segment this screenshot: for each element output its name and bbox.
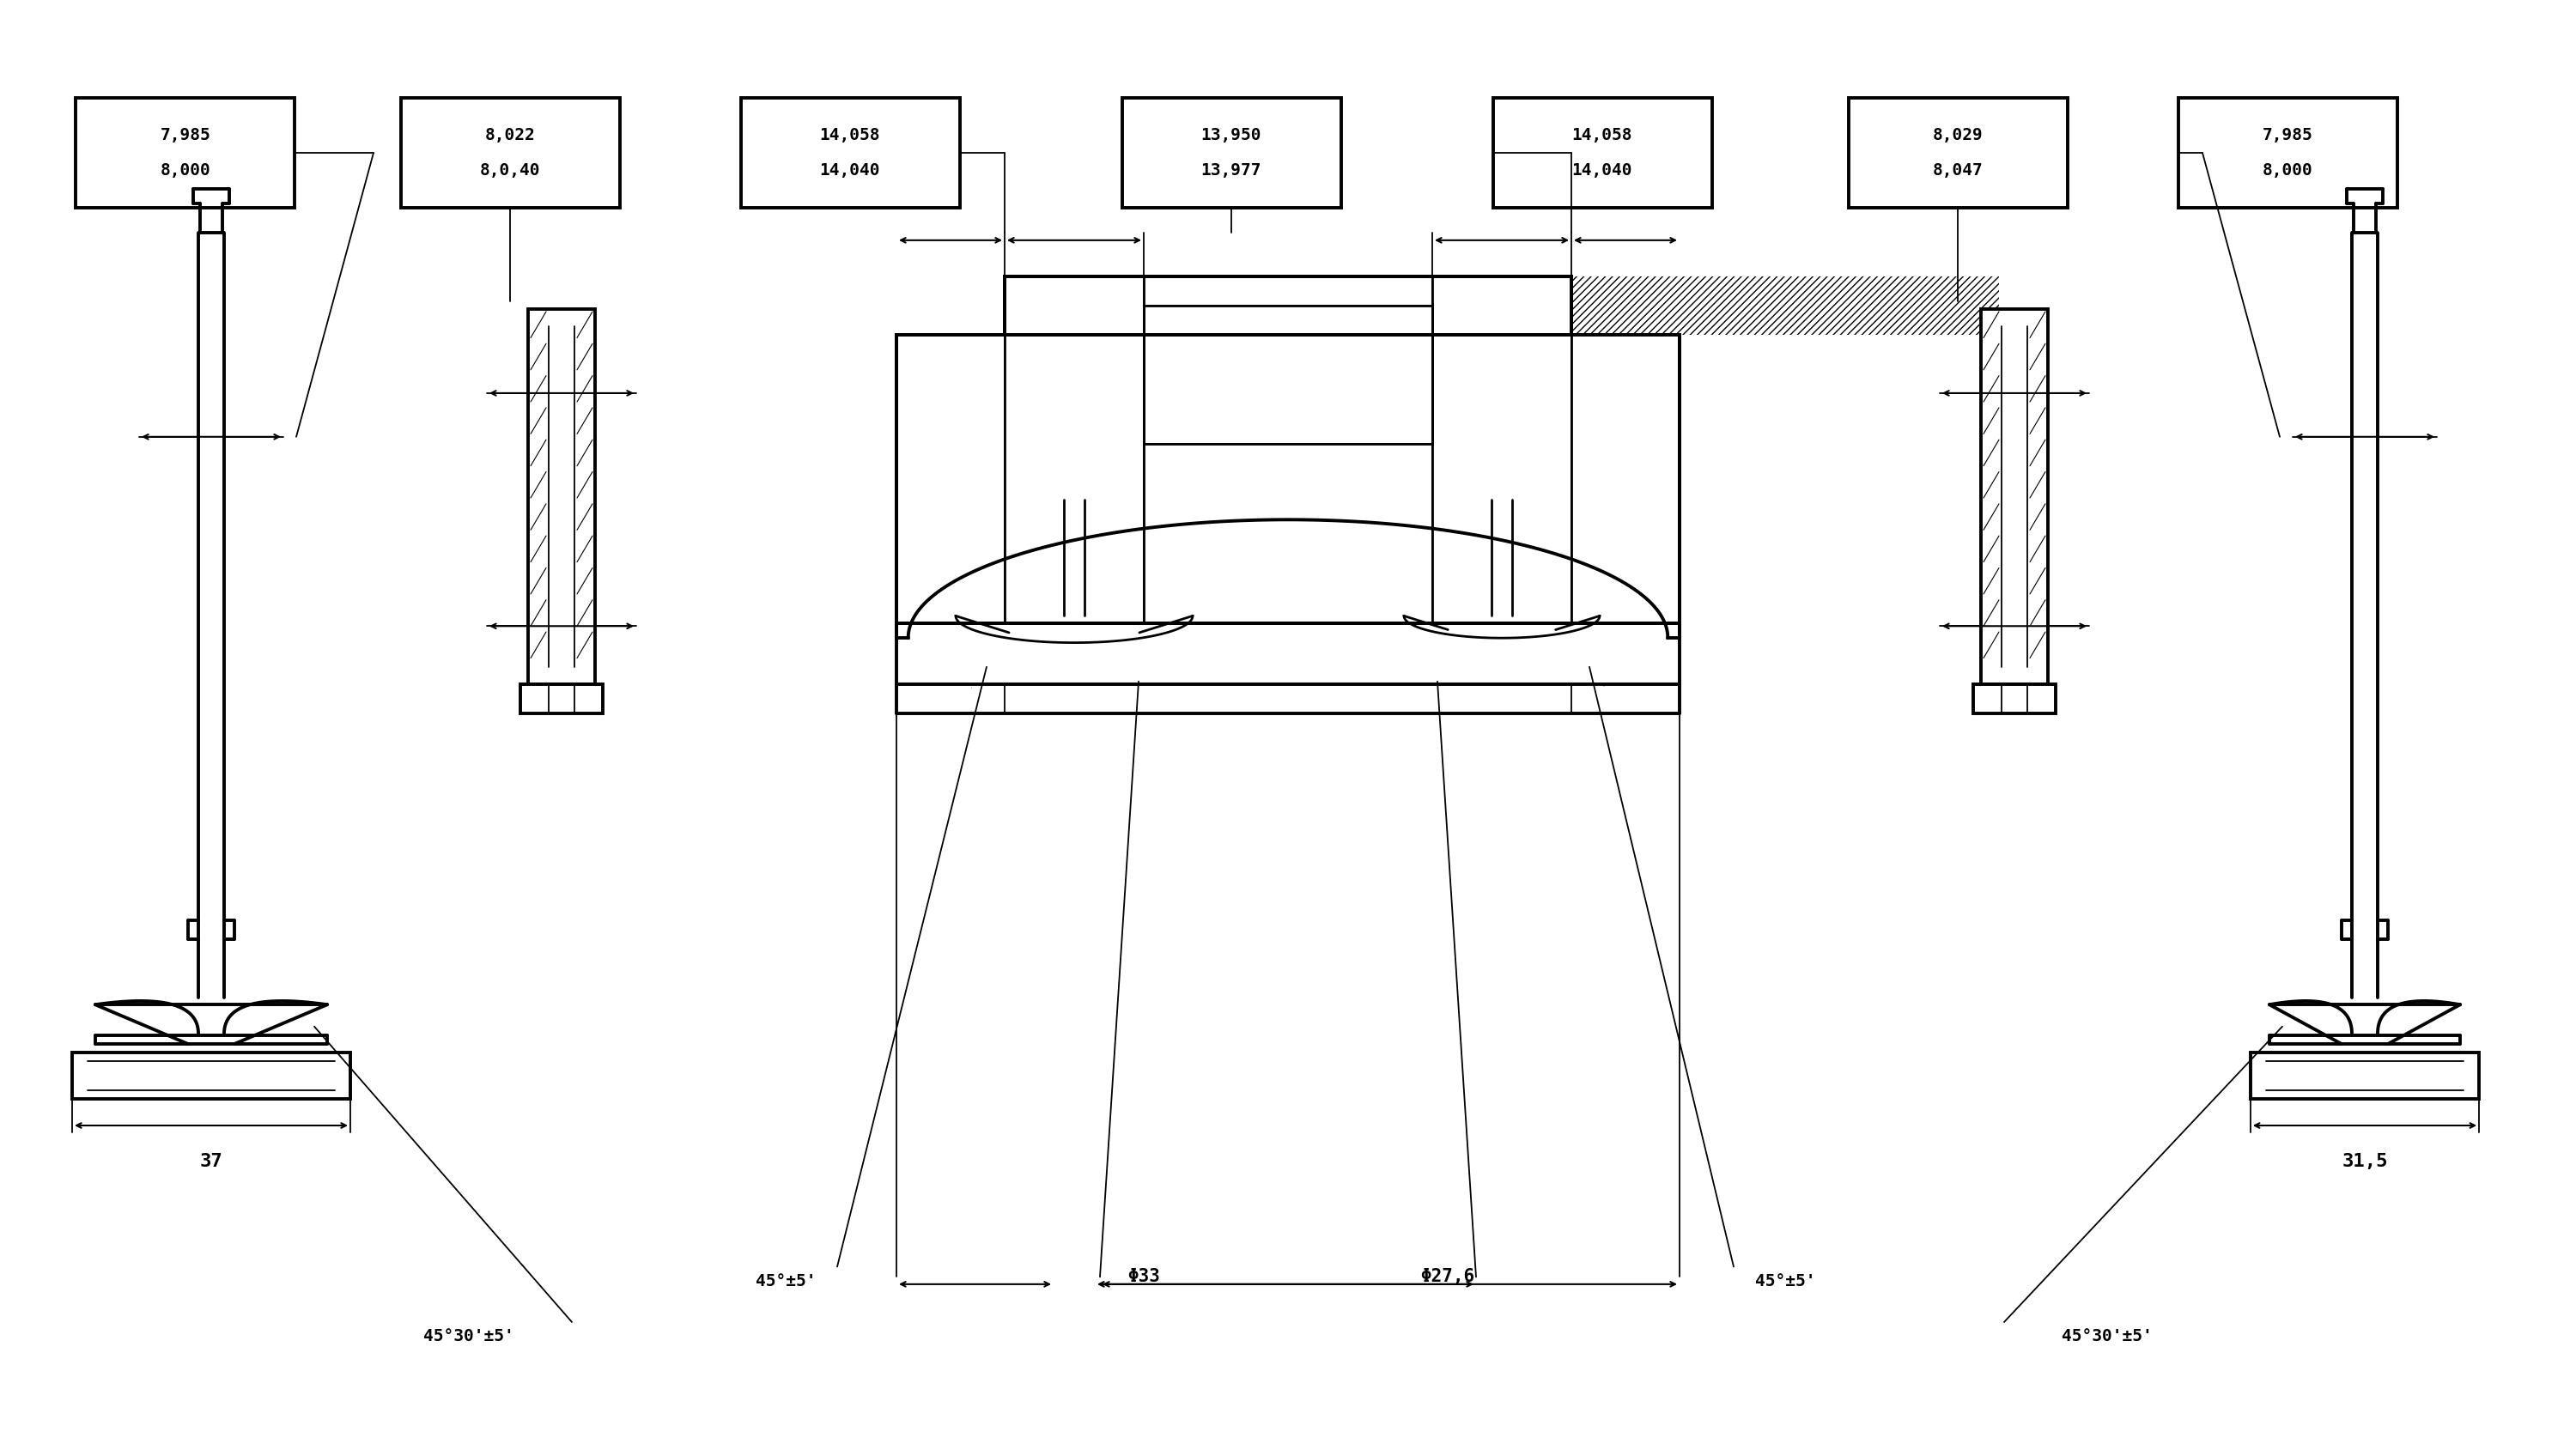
Text: 7,985: 7,985 <box>2262 127 2313 144</box>
Bar <box>896 335 1680 623</box>
Bar <box>1123 99 1340 207</box>
Bar <box>1494 99 1710 207</box>
Text: 8,0,40: 8,0,40 <box>479 162 541 179</box>
Bar <box>1981 309 2048 684</box>
Bar <box>1432 277 1571 623</box>
Bar <box>1005 277 1144 623</box>
Bar <box>1005 277 1571 335</box>
Text: 45°±5': 45°±5' <box>755 1273 817 1290</box>
Bar <box>742 99 961 207</box>
Bar <box>896 335 1005 623</box>
Bar <box>1571 277 1999 335</box>
Bar <box>1005 277 1571 335</box>
Text: 31,5: 31,5 <box>2342 1153 2388 1171</box>
Bar <box>1005 277 1571 335</box>
Bar <box>528 309 595 684</box>
Bar <box>896 623 1680 684</box>
Text: 45°±5': 45°±5' <box>1754 1273 1816 1290</box>
Text: 14,040: 14,040 <box>1571 162 1633 179</box>
Bar <box>1432 277 1571 623</box>
Polygon shape <box>1571 335 1680 623</box>
Bar <box>520 684 603 713</box>
Bar <box>1144 306 1432 444</box>
Bar <box>1850 99 2066 207</box>
Bar <box>72 1053 350 1099</box>
Text: 45°30'±5': 45°30'±5' <box>422 1328 515 1345</box>
Bar <box>896 335 1005 623</box>
Text: 7,985: 7,985 <box>160 127 211 144</box>
Text: 8,029: 8,029 <box>1932 127 1984 144</box>
Bar <box>1571 335 1680 623</box>
Text: 14,058: 14,058 <box>1571 127 1633 144</box>
Bar <box>896 335 1680 623</box>
Bar <box>896 335 1680 623</box>
Text: Φ33: Φ33 <box>1128 1268 1159 1286</box>
Bar <box>75 99 294 207</box>
Bar <box>1144 277 1432 335</box>
Text: 13,950: 13,950 <box>1200 127 1262 144</box>
Bar <box>1005 277 1144 623</box>
Text: Φ27,6: Φ27,6 <box>1419 1268 1476 1286</box>
Text: 45°30'±5': 45°30'±5' <box>2061 1328 2154 1345</box>
Polygon shape <box>896 335 1005 623</box>
Bar <box>2177 99 2396 207</box>
Text: 14,040: 14,040 <box>819 162 881 179</box>
Polygon shape <box>1144 306 1432 444</box>
Text: 8,022: 8,022 <box>484 127 536 144</box>
Bar <box>402 99 618 207</box>
Bar <box>2251 1053 2478 1099</box>
Text: 8,047: 8,047 <box>1932 162 1984 179</box>
Bar <box>1973 684 2056 713</box>
Text: 37: 37 <box>201 1153 222 1171</box>
Text: 14,058: 14,058 <box>819 127 881 144</box>
Text: 8,000: 8,000 <box>2262 162 2313 179</box>
Bar <box>1144 306 1432 444</box>
Text: 13,977: 13,977 <box>1200 162 1262 179</box>
Text: 8,000: 8,000 <box>160 162 211 179</box>
